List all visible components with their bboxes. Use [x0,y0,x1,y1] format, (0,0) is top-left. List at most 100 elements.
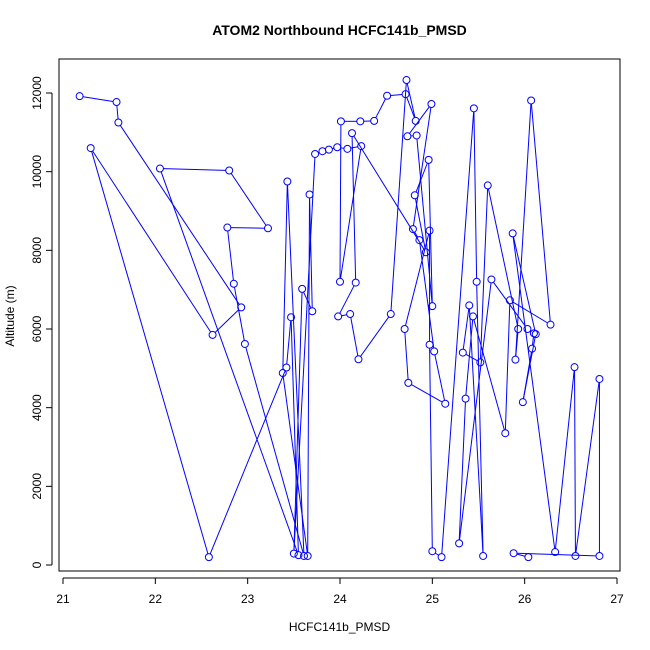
series-line-segment [465,353,478,362]
series-line-segment [406,83,416,118]
series-line-segment [233,287,245,341]
data-point [240,339,249,348]
series-line-segment [390,83,407,311]
data-point [425,340,434,349]
x-tick-label: 23 [241,592,255,606]
x-tick-label: 21 [56,592,70,606]
series-line-segment [339,124,342,279]
series-line-segment [375,98,386,119]
data-point [476,358,485,367]
series-line-segment [227,230,234,281]
data-point [298,284,307,293]
data-point [518,398,527,407]
data-point [237,303,246,312]
x-tick-label: 25 [426,592,440,606]
data-point [370,116,379,125]
series-line-segment [209,370,286,555]
series-line-segment [350,317,359,356]
data-point [333,143,342,152]
series-line-segment [515,103,532,357]
data-point [229,279,238,288]
data-point [308,307,317,316]
series-line-segment [459,282,492,540]
series-line-segment [415,162,428,193]
y-tick-label: 8000 [30,237,44,264]
y-tick-label: 10000 [30,155,44,189]
y-tick-label: 12000 [30,76,44,110]
data-point [348,129,357,138]
series-line-segment [340,149,362,279]
y-tick-label: 2000 [30,473,44,500]
data-point [595,551,604,560]
x-axis: 21 22 23 24 25 26 27 [56,577,624,606]
data-point [571,551,580,560]
series-line-segment [293,292,303,551]
data-point [425,226,434,235]
series-line-segment [531,336,534,346]
x-tick-label: 27 [610,592,624,606]
series-line-segment [406,97,415,118]
data-point [479,551,488,560]
data-point [528,344,537,353]
data-point [437,553,446,562]
series-line-segment [390,93,403,96]
series-line-segment [404,332,409,380]
data-point [356,117,365,126]
series-line-segment [473,111,478,279]
data-point [287,313,296,322]
data-point [334,312,343,321]
series-line-segment [290,320,299,552]
data-point [551,548,560,557]
data-point [428,302,437,311]
data-point [114,118,123,127]
series-line-segment [82,96,114,102]
series-line-segment [479,188,489,359]
data-point [208,330,217,339]
data-point [404,378,413,387]
data-point [595,374,604,383]
data-point [527,96,536,105]
data-point [354,355,363,364]
y-tick-label: 0 [30,561,44,568]
data-point [461,394,470,403]
series-line-segment [309,197,313,308]
series-line-segment [282,184,288,370]
series-line [82,83,600,557]
series-line-segment [555,370,575,549]
x-tick-label: 22 [149,592,163,606]
data-point [225,166,234,175]
data-point [458,348,467,357]
series-line-segment [516,553,526,557]
x-tick-label: 24 [333,592,347,606]
series-line-segment [575,382,600,553]
data-point [86,144,95,153]
series-line-segment [411,384,443,403]
data-point [408,225,417,234]
data-point [509,549,518,558]
series-line-segment [119,125,240,305]
series-points [75,76,604,562]
data-point [524,553,533,562]
series-line-segment [351,136,357,280]
data-point [410,191,419,200]
series-line-segment [435,552,439,556]
series-line-segment [282,376,308,553]
y-axis-label: Altitude (m) [3,285,17,346]
series-line-segment [512,236,536,331]
series-line-segment [458,402,466,540]
data-point [351,278,360,287]
series-line-segment [574,370,576,553]
series-line-segment [441,111,475,554]
data-point [223,223,232,232]
y-tick-label: 6000 [30,315,44,342]
data-point [487,275,496,284]
data-point [346,310,355,319]
data-point [428,547,437,556]
series-line-segment [414,198,426,249]
data-point [299,551,308,560]
data-point [278,369,287,378]
series-line-segment [414,231,419,238]
data-point [403,132,412,141]
